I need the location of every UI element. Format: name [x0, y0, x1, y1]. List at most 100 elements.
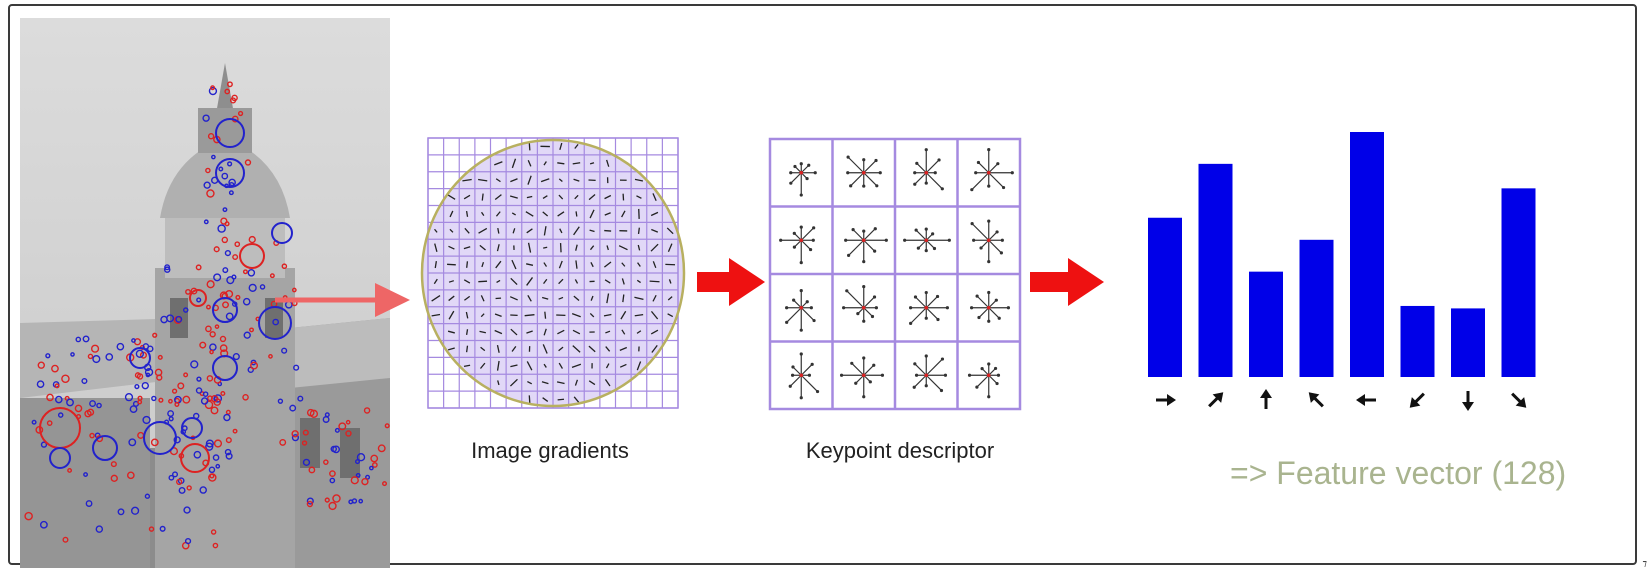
- bin-direction-arrow-icon: [1308, 392, 1324, 408]
- gradient-arrow: [497, 227, 500, 234]
- gradient-arrow: [527, 295, 532, 302]
- gradient-arrow: [511, 212, 516, 216]
- keypoint-marker: [213, 246, 220, 253]
- gradient-arrow: [557, 398, 565, 401]
- keypoint-marker: [183, 372, 189, 378]
- gradient-arrow: [606, 159, 610, 167]
- orientation-star: [970, 148, 1014, 192]
- gradient-arrow: [557, 211, 565, 217]
- keypoint-marker: [131, 338, 136, 343]
- gradient-arrow: [541, 296, 549, 300]
- gradient-arrow: [571, 313, 581, 318]
- keypoint-marker: [206, 280, 215, 289]
- orientation-star: [789, 162, 817, 197]
- keypoint-marker: [85, 500, 93, 507]
- keypoint-marker: [141, 381, 150, 390]
- keypoint-marker: [308, 466, 316, 474]
- keypoint-marker: [151, 395, 157, 402]
- keypoint-marker: [150, 438, 159, 447]
- keypoint-marker: [225, 290, 234, 298]
- gradient-arrow: [496, 360, 500, 371]
- gradient-arrow: [652, 294, 657, 302]
- gradient-arrow: [667, 313, 674, 318]
- gradient-arrow: [558, 362, 563, 369]
- keypoint-marker: [338, 422, 347, 431]
- keypoint-marker: [222, 267, 229, 274]
- orientation-star: [785, 288, 816, 332]
- orientation-star: [970, 219, 1004, 264]
- orientation-star: [839, 356, 885, 399]
- keypoint-marker: [164, 266, 171, 273]
- keypoint-marker: [243, 331, 251, 339]
- keypoint-scale-circle: [181, 417, 203, 439]
- gradient-arrow: [543, 161, 547, 166]
- keypoint-marker: [225, 409, 231, 415]
- keypoint-marker: [135, 349, 145, 358]
- gradient-arrow: [603, 313, 612, 317]
- keypoint-marker: [206, 304, 211, 310]
- gradient-arrow: [619, 363, 627, 368]
- gradient-arrow: [434, 228, 438, 233]
- gradient-arrow: [605, 346, 611, 352]
- gradient-arrow: [496, 279, 501, 283]
- gradient-arrow: [589, 209, 595, 219]
- gradient-arrow: [558, 178, 563, 182]
- gradient-arrow: [465, 345, 469, 353]
- gradient-arrow: [543, 363, 547, 368]
- keypoint-marker: [309, 409, 319, 419]
- gradient-arrow: [526, 277, 534, 286]
- bin-direction-arrow-icon: [1156, 394, 1176, 406]
- gradient-arrow: [558, 346, 564, 352]
- keypoint-marker: [224, 88, 231, 95]
- gradient-arrow: [494, 194, 502, 201]
- keypoint-marker: [110, 461, 117, 468]
- keypoint-marker: [329, 477, 336, 484]
- gradient-arrow: [621, 210, 626, 218]
- keypoint-marker: [249, 327, 255, 333]
- bin-direction-arrow-icon: [1356, 394, 1376, 406]
- gradient-arrow: [652, 261, 657, 269]
- gradient-arrow: [524, 314, 535, 317]
- keypoint-marker: [160, 315, 168, 324]
- gradient-arrow: [480, 346, 486, 352]
- histogram-bar: [1350, 132, 1384, 377]
- keypoint-marker: [302, 429, 309, 436]
- keypoint-marker: [142, 415, 151, 425]
- gradient-arrow: [650, 211, 659, 217]
- gradient-arrow: [605, 330, 611, 334]
- gradient-arrow: [637, 262, 641, 267]
- bin-direction-arrow-icon: [1511, 392, 1527, 408]
- keypoint-marker: [116, 342, 125, 351]
- gradient-arrow: [637, 244, 641, 251]
- keypoint-marker: [202, 391, 209, 397]
- arrow-right-icon: [1030, 258, 1104, 306]
- bin-direction-arrow-icon: [1260, 389, 1272, 409]
- keypoint-marker: [173, 436, 181, 444]
- gradient-arrow: [479, 244, 486, 251]
- gradient-arrow: [667, 243, 673, 253]
- keypoint-marker: [206, 375, 214, 382]
- keypoint-marker: [209, 473, 215, 479]
- keypoint-marker: [128, 438, 137, 447]
- gradient-arrow: [543, 328, 547, 336]
- keypoint-marker: [205, 439, 214, 448]
- gradient-arrow: [573, 396, 580, 403]
- orientation-star: [788, 352, 820, 400]
- gradient-arrow: [496, 344, 500, 353]
- gradient-arrow: [464, 295, 471, 301]
- keypoint-descriptor-grid: [768, 137, 1022, 411]
- histogram-bar: [1249, 271, 1283, 377]
- gradient-arrow: [621, 262, 626, 267]
- keypoint-marker: [51, 364, 59, 373]
- keypoint-scale-circle: [215, 118, 245, 148]
- keypoint-marker: [302, 458, 311, 467]
- gradient-arrow: [604, 379, 611, 387]
- orientation-star: [912, 354, 948, 393]
- keypoint-marker: [82, 335, 90, 343]
- gradient-arrow: [590, 262, 594, 268]
- gradient-arrow: [634, 178, 644, 182]
- keypoint-marker: [176, 478, 183, 486]
- keypoint-marker: [370, 454, 379, 463]
- gradient-arrow: [574, 379, 579, 386]
- image-gradients-caption: Image gradients: [471, 438, 629, 463]
